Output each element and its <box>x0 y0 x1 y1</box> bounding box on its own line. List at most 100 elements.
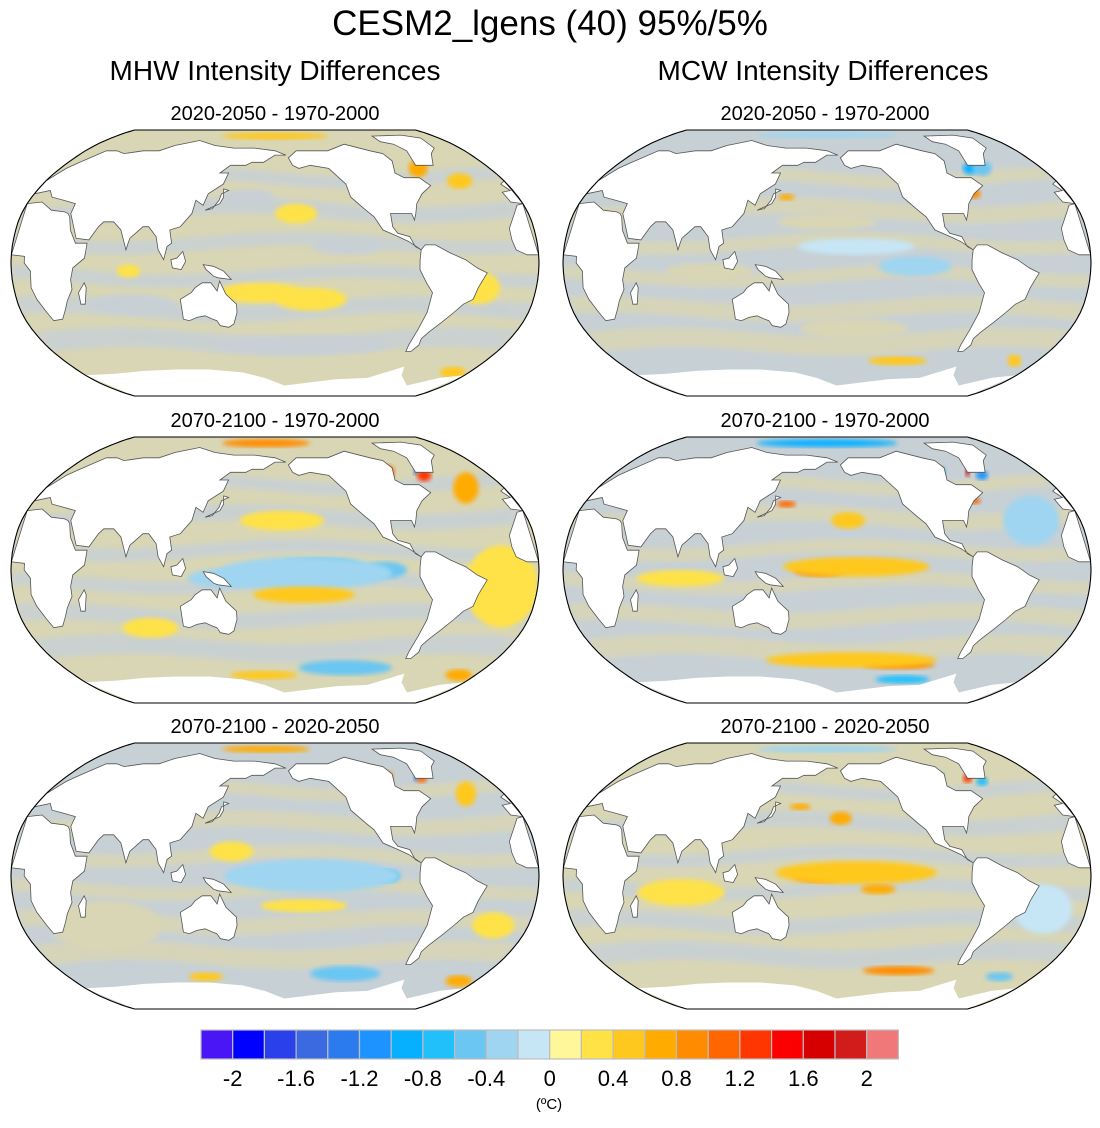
anomaly-feature <box>985 972 1014 982</box>
anomaly-feature <box>209 841 254 862</box>
colorbar-box <box>549 1029 583 1060</box>
anomaly-feature <box>298 660 393 676</box>
land-africa-west <box>508 203 539 256</box>
figure-title: CESM2_lgens (40) 95%/5% <box>332 4 768 43</box>
insignificant-band <box>567 296 1085 323</box>
map-panel-mcw-1 <box>562 129 1092 397</box>
colorbar-box <box>327 1029 361 1060</box>
land-new-guinea <box>202 264 233 281</box>
land-borneo <box>170 250 187 271</box>
panel-title: 2070-2100 - 2020-2050 <box>720 716 930 738</box>
insignificant-band <box>563 571 1091 595</box>
colorbar-box <box>802 1029 836 1060</box>
colorbar-box <box>834 1029 868 1060</box>
land-africa <box>11 201 88 322</box>
anomaly-feature <box>122 617 179 638</box>
colorbar-tick-label: -1.6 <box>277 1066 316 1091</box>
colorbar-box <box>485 1029 519 1060</box>
anomaly-feature <box>776 500 796 508</box>
map-panel-mhw-3 <box>10 742 540 1010</box>
land-australia <box>731 892 790 941</box>
land-australia <box>179 586 238 635</box>
land-eurasia <box>33 753 287 874</box>
anomaly-feature <box>453 472 479 504</box>
land-greenland <box>922 134 987 166</box>
colorbar-box <box>358 1029 392 1060</box>
land-australia <box>179 279 238 328</box>
land-africa-west <box>508 816 539 869</box>
anomaly-feature <box>636 570 725 587</box>
map-panel-mcw-2 <box>562 436 1092 704</box>
land-japan <box>756 495 782 518</box>
map-panel-mcw-3 <box>562 742 1092 1010</box>
land-africa <box>11 508 88 629</box>
colorbar-box <box>295 1029 329 1060</box>
colorbar-box <box>390 1029 424 1060</box>
colorbar-box <box>200 1029 234 1060</box>
anomaly-feature <box>789 803 811 811</box>
map-border <box>562 742 1092 1010</box>
land-japan <box>756 188 782 211</box>
insignificant-band <box>586 940 1070 970</box>
insignificant-band <box>586 634 1070 664</box>
land-south-america <box>957 551 1040 659</box>
anomaly-feature <box>446 173 473 189</box>
panel-title: 2020-2050 - 1970-2000 <box>720 103 930 125</box>
land-south-america <box>405 857 488 965</box>
land-greenland <box>370 134 435 166</box>
insignificant-band <box>586 327 1070 357</box>
map-panel-mhw-1 <box>10 129 540 397</box>
colorbar-box <box>866 1029 900 1060</box>
insignificant-band <box>34 940 518 970</box>
anomaly-feature <box>311 238 385 255</box>
anomaly-feature <box>797 238 915 255</box>
insignificant-band <box>567 909 1085 936</box>
anomaly-feature <box>275 287 347 311</box>
land-madagascar <box>630 588 639 612</box>
anomaly-feature <box>829 811 852 825</box>
land-greenland <box>370 747 435 779</box>
anomaly-feature <box>976 776 988 786</box>
anomaly-feature <box>1003 495 1060 546</box>
anomaly-feature <box>455 781 477 807</box>
colorbar-units: (ºC) <box>535 1096 563 1113</box>
colorbar-tick-label: 0 <box>543 1066 556 1091</box>
anomaly-feature <box>756 745 898 753</box>
column-title-mcw: MCW Intensity Differences <box>657 55 989 86</box>
colorbar-box <box>454 1029 487 1060</box>
colorbar-box <box>580 1029 614 1060</box>
land-madagascar <box>78 588 87 612</box>
anomaly-feature <box>445 669 473 681</box>
land-eurasia <box>585 753 839 874</box>
land-africa-west <box>1060 510 1091 563</box>
anomaly-feature <box>757 131 897 139</box>
land-south-america <box>957 857 1040 965</box>
anomaly-feature <box>239 510 325 531</box>
anomaly-feature <box>875 675 930 684</box>
colorbar-box <box>770 1029 804 1060</box>
anomaly-feature <box>230 670 298 680</box>
map-border <box>562 129 1092 397</box>
colorbar-box <box>232 1029 265 1060</box>
colorbar-tick-label: 1.6 <box>788 1066 819 1091</box>
anomaly-feature <box>223 859 400 893</box>
anomaly-feature <box>222 438 311 448</box>
anomaly-feature <box>637 879 725 906</box>
land-africa-west <box>1060 203 1091 256</box>
colorbar-tick-label: 0.4 <box>597 1066 629 1091</box>
land-eurasia <box>585 447 839 568</box>
anomaly-feature <box>1007 354 1022 367</box>
anomaly-feature <box>222 132 328 140</box>
anomaly-feature <box>831 512 865 529</box>
anomaly-feature <box>472 912 515 939</box>
insignificant-band <box>563 844 1091 868</box>
colorbar-tick-label: 2 <box>860 1066 873 1091</box>
land-north-america <box>839 143 984 251</box>
panel-title: 2070-2100 - 2020-2050 <box>170 716 380 738</box>
land-antarctica <box>85 673 465 703</box>
land-north-america <box>287 450 432 558</box>
anomaly-feature <box>116 264 141 278</box>
anomaly-feature <box>188 972 224 982</box>
map-panel-mhw-2 <box>10 436 540 704</box>
land-japan <box>204 188 230 211</box>
